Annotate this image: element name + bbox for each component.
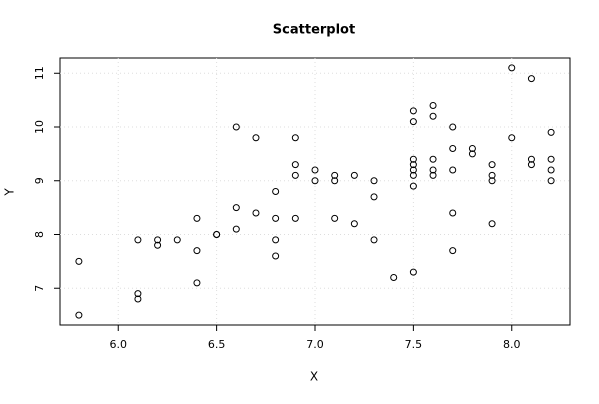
point [409, 166, 417, 174]
y-axis-label: Y [3, 188, 17, 197]
point [547, 155, 555, 163]
point [449, 123, 457, 131]
point [449, 209, 457, 217]
point [272, 188, 280, 195]
point [370, 193, 378, 201]
point [429, 102, 437, 110]
point [331, 214, 339, 222]
point [134, 295, 142, 303]
point [409, 155, 417, 163]
point [429, 112, 437, 120]
point [508, 134, 516, 142]
point [193, 247, 201, 255]
point [370, 177, 378, 185]
y-tick-label: 9 [33, 177, 46, 184]
x-tick-label: 6.5 [208, 338, 226, 351]
point [488, 161, 496, 169]
x-tick-label: 6.0 [109, 338, 127, 351]
point [154, 241, 162, 249]
point [527, 155, 535, 163]
point [331, 171, 339, 179]
point [75, 311, 83, 319]
point [272, 236, 280, 244]
point [213, 230, 221, 238]
point [390, 273, 398, 281]
point [468, 150, 476, 158]
point [527, 161, 535, 169]
point [488, 171, 496, 179]
x-tick-label: 7.5 [405, 338, 423, 351]
x-tick-label: 8.0 [503, 338, 521, 351]
point [134, 290, 142, 298]
point [468, 145, 476, 153]
point [547, 128, 555, 136]
point [173, 236, 181, 244]
point [272, 252, 280, 260]
point [508, 64, 516, 72]
y-tick-label: 10 [33, 120, 46, 134]
point [449, 166, 457, 174]
point [331, 177, 339, 185]
point [409, 182, 417, 190]
y-tick-label: 8 [33, 231, 46, 238]
point [409, 107, 417, 115]
point [311, 177, 319, 185]
point [527, 75, 535, 83]
point [350, 220, 358, 228]
point [252, 134, 260, 142]
point [350, 171, 358, 179]
y-tick-label: 11 [33, 66, 46, 80]
point [291, 161, 299, 169]
x-axis-label: X [310, 370, 318, 384]
point [193, 279, 201, 287]
x-tick-label: 7.0 [306, 338, 324, 351]
point [232, 204, 240, 212]
point [193, 214, 201, 222]
point [449, 145, 457, 153]
point [232, 123, 240, 131]
point [154, 236, 162, 244]
point [409, 118, 417, 126]
point [252, 209, 260, 217]
point [429, 171, 437, 179]
point [488, 220, 496, 228]
point [429, 166, 437, 174]
point [370, 236, 378, 244]
point [311, 166, 319, 174]
point [272, 214, 280, 222]
point [232, 225, 240, 233]
point [291, 171, 299, 179]
chart-title: Scatterplot [273, 23, 355, 38]
point [547, 166, 555, 174]
point [75, 257, 83, 265]
point [429, 155, 437, 163]
point [134, 236, 142, 244]
point [449, 247, 457, 255]
point [291, 214, 299, 222]
y-tick-label: 7 [33, 285, 46, 292]
point [488, 177, 496, 185]
point [547, 177, 555, 185]
point [409, 161, 417, 169]
point [291, 134, 299, 142]
point [409, 268, 417, 276]
point [409, 171, 417, 179]
